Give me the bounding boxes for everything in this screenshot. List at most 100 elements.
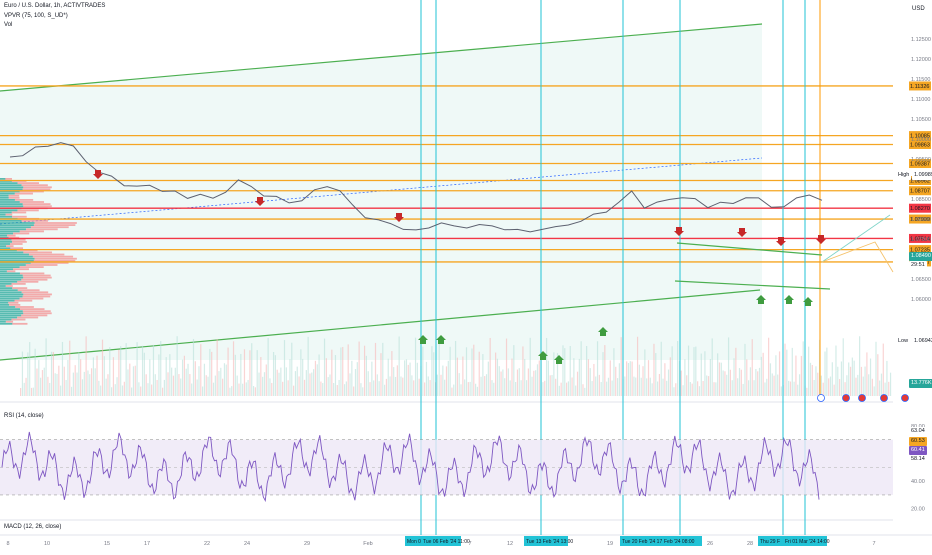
volume-bar [400, 376, 402, 396]
volume-bar [573, 358, 575, 396]
vpvr-bar-down [8, 196, 20, 199]
volume-bar [631, 361, 633, 396]
volume-bar [87, 370, 89, 396]
volume-bar [349, 373, 351, 396]
volume-bar [394, 376, 397, 396]
volume-bar [627, 362, 630, 396]
volume-bar [336, 385, 338, 396]
projection-path-up [821, 214, 891, 263]
volume-bar [769, 363, 772, 396]
up-arrow [418, 335, 428, 344]
vpvr-bar-down [13, 268, 29, 271]
price-level-label: 1.08707 [910, 189, 930, 195]
current-price-badge: 1.08490 [909, 252, 932, 261]
event-icon [858, 394, 866, 402]
vpvr-bar-down [22, 274, 51, 277]
vpvr-legend[interactable]: VPVR (75, 100, S_UD*) [4, 13, 68, 19]
volume-bar [334, 355, 337, 396]
volume-bar [797, 384, 799, 396]
volume-bar [216, 339, 218, 396]
volume-bar [795, 355, 797, 396]
volume-bar [864, 366, 866, 396]
volume-bar [342, 346, 344, 396]
volume-bar [109, 347, 111, 396]
volume-bar [21, 351, 24, 396]
macd-legend[interactable]: MACD (12, 26, close) [4, 524, 62, 530]
volume-bar [498, 366, 500, 396]
price-level-label: 1.08962 [910, 179, 930, 185]
vpvr-bar-up [0, 262, 31, 264]
volume-bar [436, 374, 438, 396]
volume-bar [50, 351, 53, 396]
y-tick-label: 1.06500 [911, 277, 931, 283]
volume-bar [525, 380, 528, 396]
volume-bar [45, 338, 47, 396]
vpvr-bar-down [12, 287, 28, 289]
volume-bar [458, 373, 460, 396]
volume-bar [777, 374, 779, 396]
volume-bar [718, 362, 721, 396]
vpvr-bar-up [0, 308, 21, 310]
volume-bar [54, 373, 56, 396]
price-level-badge [909, 203, 931, 213]
vpvr-bar-down [6, 270, 16, 273]
volume-bar [147, 383, 149, 396]
x-tick-label: Feb [363, 541, 372, 547]
volume-bar [764, 382, 766, 396]
time-marker-label: Tue 06 Feb '24 11:00 [423, 539, 470, 545]
volume-bar [298, 376, 300, 396]
price-level-label: 1.09387 [910, 162, 930, 168]
volume-bar [687, 345, 690, 396]
volume-bar [762, 352, 764, 396]
volume-bar [726, 374, 728, 396]
volume-bar [555, 378, 557, 396]
volume-bar [41, 370, 44, 396]
symbol-legend[interactable]: Euro / U.S. Dollar, 1h, ACTIVTRADES [4, 3, 106, 9]
vpvr-bar-down [14, 192, 33, 195]
volume-bar [582, 384, 584, 396]
volume-bar [567, 381, 570, 396]
volume-bar [706, 375, 708, 396]
volume-bar [633, 376, 635, 396]
volume-bar [886, 360, 888, 396]
volume-bar [52, 351, 54, 396]
vpvr-bar-up [0, 253, 29, 256]
vpvr-bar-up [0, 178, 6, 180]
volume-bar [203, 363, 206, 396]
vpvr-bar-up [0, 297, 20, 300]
rsi-legend[interactable]: RSI (14, close) [4, 413, 44, 419]
volume-bar [134, 365, 136, 396]
volume-bar [695, 346, 697, 396]
vpvr-bar-up [0, 194, 9, 197]
volume-bar [447, 360, 449, 396]
volume-bar [686, 375, 688, 396]
volume-bar [101, 339, 104, 396]
volume-bar [491, 380, 493, 396]
volume-bar [651, 383, 653, 396]
vol-legend[interactable]: Vol [4, 22, 13, 28]
volume-bar [784, 343, 786, 396]
time-marker-badge [783, 536, 827, 546]
volume-bar [81, 379, 84, 396]
volume-bar [278, 372, 280, 396]
volume-bar [558, 385, 560, 396]
vpvr-bar-down [22, 203, 51, 205]
price-level-badge [909, 139, 931, 149]
time-marker-badge [758, 536, 783, 546]
currency-label[interactable]: USD [912, 6, 925, 12]
up-arrow [803, 297, 813, 306]
volume-bar [283, 340, 286, 396]
volume-bar [522, 346, 524, 396]
vpvr-bar-down [14, 199, 34, 201]
volume-bar [385, 378, 388, 396]
volume-bar [242, 383, 244, 396]
volume-bar [884, 382, 886, 396]
volume-bar [149, 359, 151, 396]
volume-bar [25, 377, 27, 396]
volume-bar [325, 358, 327, 396]
volume-bar [833, 384, 835, 396]
volume-bar [389, 376, 391, 396]
volume-bar [220, 367, 222, 396]
volume-bar [240, 353, 242, 396]
